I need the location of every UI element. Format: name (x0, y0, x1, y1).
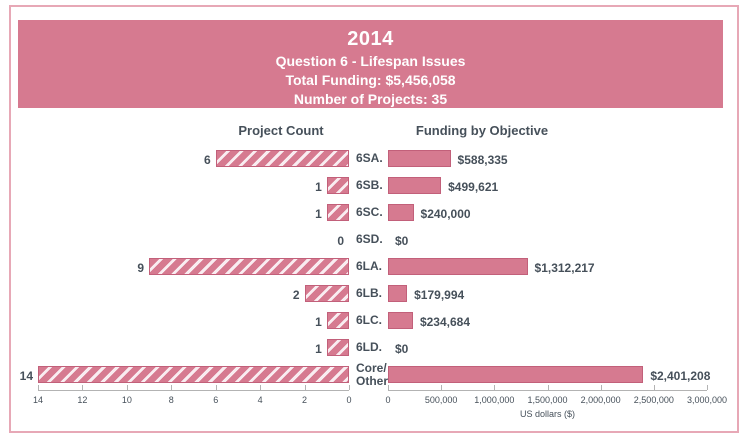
project-count-tick-label: 2 (302, 395, 308, 405)
project-count-axis-tick (38, 385, 39, 390)
funding-value: $0 (395, 341, 409, 356)
project-count-tick-label: 8 (168, 395, 174, 405)
funding-axis-tick (441, 385, 443, 390)
category-label-6SD: 6SD. (356, 232, 383, 246)
project-count-value: 1 (315, 179, 322, 194)
project-count-value: 2 (292, 287, 300, 302)
funding-value: $2,401,208 (650, 368, 711, 383)
project-count-axis-tick (126, 385, 128, 390)
project-count-axis-tick (260, 385, 262, 390)
category-label-6LA: 6LA. (356, 259, 383, 273)
project-count-bar-6SA (215, 150, 349, 167)
funding-tick-label: 500,000 (424, 395, 458, 405)
funding-axis-tick (388, 385, 389, 390)
project-count-tick-label: 14 (32, 395, 43, 405)
project-count-axis-tick (82, 385, 84, 390)
funding-value: $0 (395, 233, 409, 248)
funding-value: $588,335 (457, 152, 508, 167)
funding-value: $240,000 (420, 206, 471, 221)
project-count-value: 1 (315, 206, 322, 221)
category-label-6LC: 6LC. (356, 313, 383, 327)
project-count-tick-label: 6 (213, 395, 219, 405)
funding-bar-CoreOther (388, 366, 644, 383)
funding-axis-tick (600, 385, 602, 390)
funding-tick-label: 3,000,000 (686, 395, 728, 405)
project-count-tick-label: 0 (346, 395, 352, 405)
category-label-CoreOther: Core/ Other (356, 360, 389, 388)
header-year: 2014 (347, 28, 394, 50)
project-count-value: 9 (137, 260, 145, 275)
project-count-value: 6 (204, 152, 211, 167)
project-count-bar-6LA (149, 258, 349, 275)
project-count-bar-6SC (326, 204, 349, 221)
category-label-6LB: 6LB. (356, 286, 383, 300)
funding-bar-6SC (388, 204, 414, 221)
project-count-value: 14 (19, 368, 33, 383)
funding-tick-label: 2,000,000 (580, 395, 621, 405)
funding-bar-6LC (388, 312, 413, 329)
funding-value: $234,684 (419, 314, 471, 329)
funding-axis-tick (494, 385, 496, 390)
project-count-value: 1 (315, 341, 322, 356)
project-count-bar-6LC (326, 312, 349, 329)
funding-tick-label: 2,500,000 (633, 395, 674, 405)
category-label-6LD: 6LD. (356, 340, 383, 354)
category-label-6SC: 6SC. (356, 205, 383, 219)
header-project-count: Number of Projects: 35 (293, 91, 448, 107)
project-count-bar-6LD (326, 339, 349, 356)
funding-axis (388, 390, 707, 391)
funding-axis-tick (547, 385, 549, 390)
funding-bar-6LA (388, 258, 528, 275)
project-count-value: 0 (337, 233, 344, 248)
project-count-axis (38, 390, 349, 391)
project-count-tick-label: 10 (121, 395, 132, 405)
funding-axis-tick (653, 385, 655, 390)
funding-value: $499,621 (448, 179, 499, 194)
header-question-title: Question 6 - Lifespan Issues (275, 53, 466, 69)
project-count-axis-tick (171, 385, 173, 390)
funding-bar-6SB (388, 177, 442, 194)
funding-bar-6SA (388, 150, 451, 167)
category-label-6SA: 6SA. (356, 151, 383, 165)
project-count-tick-label: 4 (257, 395, 263, 405)
funding-chart-title: Funding by Objective (415, 123, 549, 138)
project-count-chart-title: Project Count (238, 123, 324, 138)
funding-value: $1,312,217 (534, 260, 595, 275)
project-count-bar-6LB (304, 285, 349, 302)
project-count-bar-CoreOther (38, 366, 349, 383)
category-label-6SB: 6SB. (356, 178, 383, 192)
funding-axis-caption: US dollars ($) (519, 409, 575, 419)
project-count-axis-tick (349, 385, 350, 390)
funding-bar-6LB (388, 285, 408, 302)
header-banner: 2014 Question 6 - Lifespan Issues Total … (18, 20, 723, 108)
funding-axis-tick (707, 385, 708, 390)
funding-tick-label: 0 (385, 395, 391, 405)
project-count-bar-6SB (326, 177, 349, 194)
funding-tick-label: 1,000,000 (474, 395, 515, 405)
project-count-tick-label: 12 (77, 395, 88, 405)
header-total-funding: Total Funding: $5,456,058 (285, 72, 456, 88)
project-count-value: 1 (315, 314, 322, 329)
funding-value: $179,994 (414, 287, 465, 302)
funding-tick-label: 1,500,000 (527, 395, 568, 405)
project-count-axis-tick (304, 385, 306, 390)
project-count-axis-tick (215, 385, 217, 390)
